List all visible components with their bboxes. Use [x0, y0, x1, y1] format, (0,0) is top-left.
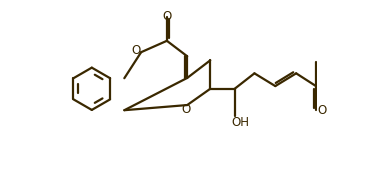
Text: O: O [317, 104, 327, 117]
Text: O: O [182, 103, 191, 116]
Text: OH: OH [232, 116, 249, 129]
Text: O: O [132, 44, 141, 57]
Text: O: O [163, 10, 172, 23]
